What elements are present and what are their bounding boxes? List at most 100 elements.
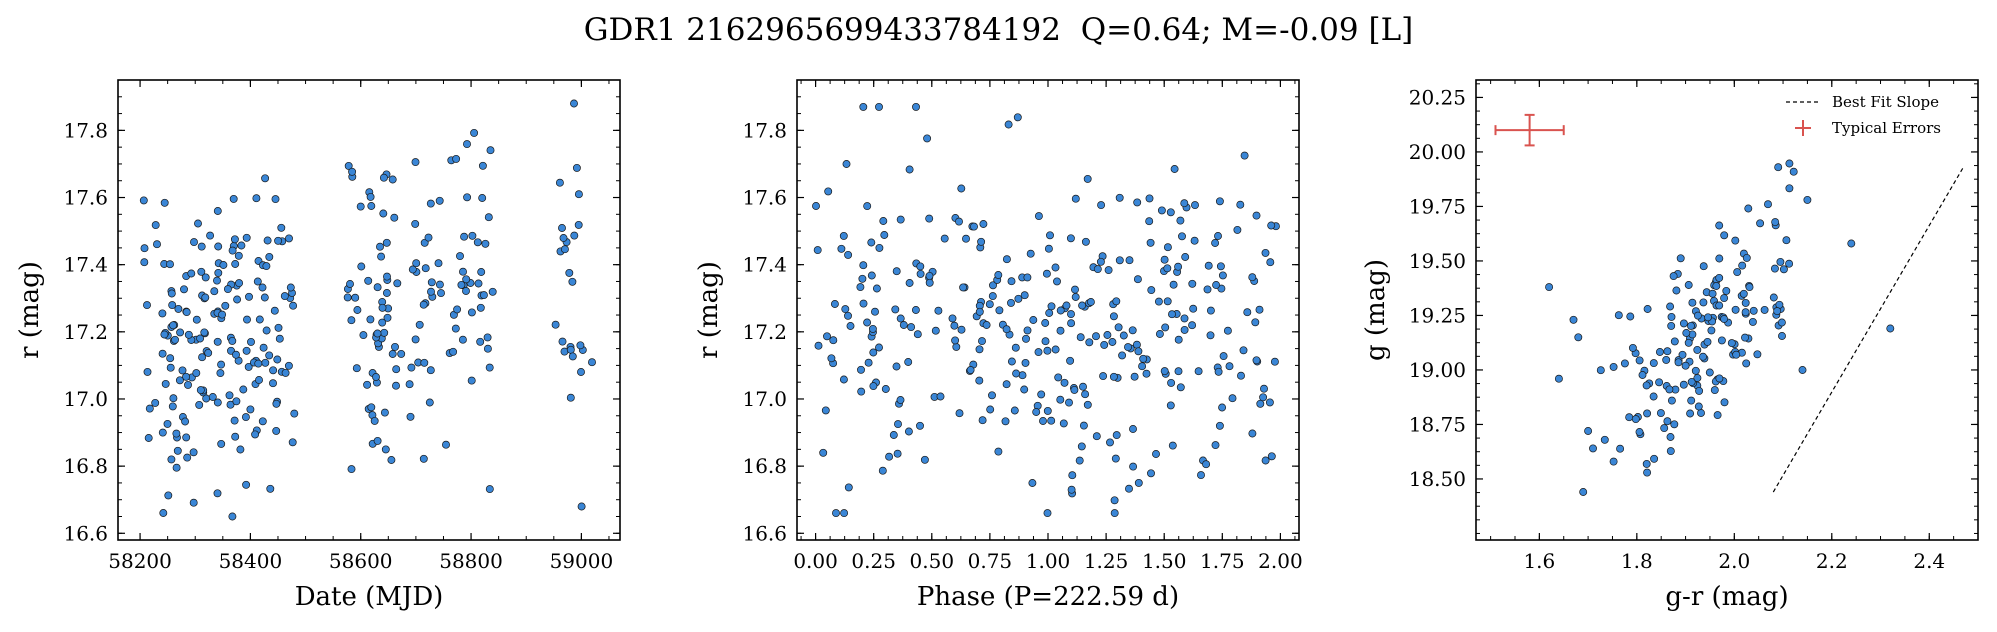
data-point <box>957 184 966 193</box>
data-point <box>1803 195 1812 204</box>
data-point <box>1742 253 1751 262</box>
data-point <box>1189 304 1198 313</box>
data-point <box>1007 277 1016 286</box>
data-point <box>859 261 868 270</box>
data-point <box>449 347 458 356</box>
data-point <box>1769 293 1778 302</box>
data-point <box>1157 206 1166 215</box>
data-point <box>1240 151 1249 160</box>
data-point <box>1110 496 1119 505</box>
data-point <box>1886 324 1895 333</box>
data-point <box>171 335 179 344</box>
data-point <box>1251 318 1260 327</box>
data-point <box>467 376 476 385</box>
data-point <box>1112 431 1121 440</box>
typical-error-bar <box>1494 113 1565 147</box>
data-point <box>479 291 488 300</box>
data-point <box>1111 454 1120 463</box>
data-point <box>456 252 464 261</box>
data-point <box>920 455 929 464</box>
data-point <box>390 213 399 222</box>
data-point <box>1713 411 1722 420</box>
data-point <box>923 134 932 143</box>
data-point <box>1032 408 1041 416</box>
data-point <box>230 235 239 244</box>
data-point <box>896 215 905 224</box>
data-point <box>844 311 852 320</box>
y-tick-label: 18.50 <box>1409 467 1466 491</box>
data-point <box>1635 428 1644 436</box>
data-point <box>231 432 240 441</box>
data-point <box>1043 346 1052 355</box>
data-point <box>259 343 268 352</box>
x-tick-label: 59000 <box>550 549 614 573</box>
data-point <box>387 456 396 464</box>
data-point <box>376 242 384 251</box>
data-point <box>477 268 486 276</box>
data-point <box>1096 257 1105 266</box>
y-tick-label: 16.8 <box>63 454 108 478</box>
data-point <box>160 330 169 339</box>
data-point <box>1626 312 1635 321</box>
data-point <box>1174 262 1183 271</box>
data-point <box>1693 374 1702 382</box>
data-point <box>1163 264 1172 273</box>
data-point <box>1715 374 1724 383</box>
data-point <box>916 262 925 271</box>
data-point <box>275 334 284 343</box>
data-point <box>891 305 900 314</box>
data-point <box>558 337 567 346</box>
x-axis-label: Phase (P=222.59 d) <box>917 582 1179 612</box>
data-point <box>260 293 269 302</box>
data-point <box>204 348 213 357</box>
y-tick-label: 17.4 <box>742 253 787 277</box>
data-point <box>1742 359 1751 368</box>
data-point <box>1204 261 1213 270</box>
data-point <box>1197 471 1205 480</box>
data-point <box>1077 442 1086 451</box>
data-point <box>1066 356 1075 365</box>
data-point <box>1679 380 1688 389</box>
data-point <box>988 292 997 301</box>
data-point <box>478 194 487 202</box>
data-point <box>907 323 916 332</box>
data-point <box>940 234 949 243</box>
data-point <box>1067 310 1075 319</box>
data-point <box>1081 390 1090 399</box>
data-point <box>1688 298 1697 307</box>
x-tick-label: 1.50 <box>1142 549 1187 573</box>
x-tick-label: 1.00 <box>1026 549 1071 573</box>
data-point <box>425 398 434 407</box>
data-point <box>383 272 391 281</box>
data-point <box>1012 369 1021 378</box>
x-tick-label: 1.6 <box>1523 549 1555 573</box>
data-point <box>406 412 415 421</box>
data-point <box>970 222 978 231</box>
data-point <box>1720 315 1729 323</box>
data-point <box>1655 348 1664 356</box>
data-point <box>893 449 902 458</box>
data-point <box>158 309 167 318</box>
data-point <box>1109 312 1118 321</box>
data-point <box>459 267 467 276</box>
data-point <box>169 394 178 403</box>
data-point <box>176 328 185 337</box>
data-point <box>221 301 230 310</box>
data-point <box>247 337 255 346</box>
data-point <box>839 231 848 240</box>
data-point <box>1129 462 1138 471</box>
x-tick-label: 58200 <box>108 549 172 573</box>
data-point <box>555 178 564 187</box>
data-point <box>1180 325 1189 334</box>
data-point <box>468 231 477 240</box>
data-point <box>1609 457 1618 466</box>
data-point <box>1155 330 1164 338</box>
y-tick-label: 17.0 <box>742 387 787 411</box>
data-point <box>348 167 357 176</box>
data-point <box>1676 254 1685 263</box>
best-fit-line <box>1772 166 1964 493</box>
data-point <box>875 243 884 252</box>
data-point <box>1678 350 1687 359</box>
data-point <box>1256 399 1265 408</box>
data-point <box>210 287 219 296</box>
